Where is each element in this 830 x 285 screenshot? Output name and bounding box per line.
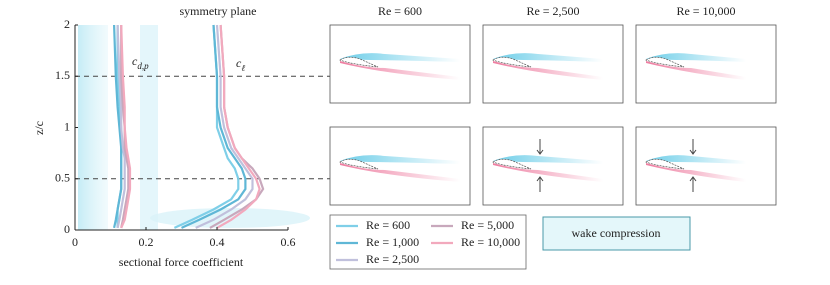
shading xyxy=(78,25,108,230)
annotation-text: c xyxy=(132,54,138,68)
wake-lower xyxy=(646,163,746,182)
plot: 0 0.2 0.4 0.6 0 0.5 1 1.5 2 xyxy=(55,17,330,249)
legend-label: Re = 600 xyxy=(366,218,410,232)
annotation: cℓ xyxy=(236,56,245,73)
wake-lower xyxy=(493,163,603,182)
flow-panel xyxy=(482,24,624,104)
wake-upper xyxy=(493,155,603,164)
x-tick-label: 0 xyxy=(72,235,78,249)
wake-upper xyxy=(646,155,746,164)
wake-upper xyxy=(340,155,460,164)
x-axis-label: sectional force coefficient xyxy=(119,255,244,269)
wake-lower xyxy=(340,163,460,182)
flow-panel xyxy=(482,126,624,206)
y-tick-label: 0.5 xyxy=(55,171,70,185)
arrow xyxy=(689,176,697,192)
y-axis-label: z/c xyxy=(32,121,46,135)
profile-line xyxy=(116,24,126,229)
shading xyxy=(140,25,158,230)
airfoil xyxy=(492,56,532,68)
wake-upper xyxy=(493,53,603,62)
x-tick-label: 0.6 xyxy=(281,235,296,249)
y-tick-label: 1.5 xyxy=(55,68,70,82)
callout-box xyxy=(542,216,691,251)
x-tick-label: 0.2 xyxy=(139,235,154,249)
chart-title: symmetry plane xyxy=(180,4,257,18)
airfoil xyxy=(645,158,685,170)
y-tick-label: 1 xyxy=(64,119,70,133)
panel-title: Re = 2,500 xyxy=(526,4,579,18)
annotation-subscript: ℓ xyxy=(241,63,245,73)
flow-panel xyxy=(635,24,777,104)
wake-lower xyxy=(646,61,746,80)
profile-line xyxy=(216,24,261,229)
annotation-text: c xyxy=(236,56,242,70)
legend-label: Re = 5,000 xyxy=(461,218,514,232)
profile-line xyxy=(181,24,247,229)
annotation: cd,p xyxy=(132,54,149,71)
flow-panels: Re = 600 Re = 2,500 Re = 10,000 xyxy=(329,4,777,206)
y-tick-label: 2 xyxy=(64,17,70,31)
panel-title: Re = 600 xyxy=(378,4,422,18)
profile-line xyxy=(113,24,123,229)
flow-panel xyxy=(329,24,471,104)
profile-line xyxy=(120,24,132,229)
arrow xyxy=(536,139,544,155)
wake-lower xyxy=(340,61,460,80)
annotation-subscript: d,p xyxy=(137,61,149,71)
flow-panel xyxy=(635,126,777,206)
wake-lower xyxy=(493,61,603,80)
profile-line xyxy=(195,24,254,229)
profile-line xyxy=(120,25,130,229)
arrow xyxy=(536,176,544,192)
wake-upper xyxy=(340,53,460,62)
airfoil xyxy=(645,56,685,68)
legend-box xyxy=(329,214,527,270)
callout-text: wake compression xyxy=(572,226,661,240)
y-tick-label: 0 xyxy=(64,222,70,236)
airfoil xyxy=(339,56,379,68)
airfoil xyxy=(492,158,532,170)
profile-line xyxy=(173,24,240,229)
arrow xyxy=(689,139,697,155)
flow-panel xyxy=(329,126,471,206)
x-tick-label: 0.4 xyxy=(210,235,225,249)
legend-label: Re = 2,500 xyxy=(366,252,419,266)
wake-upper xyxy=(646,53,746,62)
panel-title: Re = 10,000 xyxy=(676,4,735,18)
legend-label: Re = 1,000 xyxy=(366,235,419,249)
airfoil xyxy=(339,158,379,170)
legend-label: Re = 10,000 xyxy=(461,235,520,249)
flow-shading xyxy=(78,25,310,230)
